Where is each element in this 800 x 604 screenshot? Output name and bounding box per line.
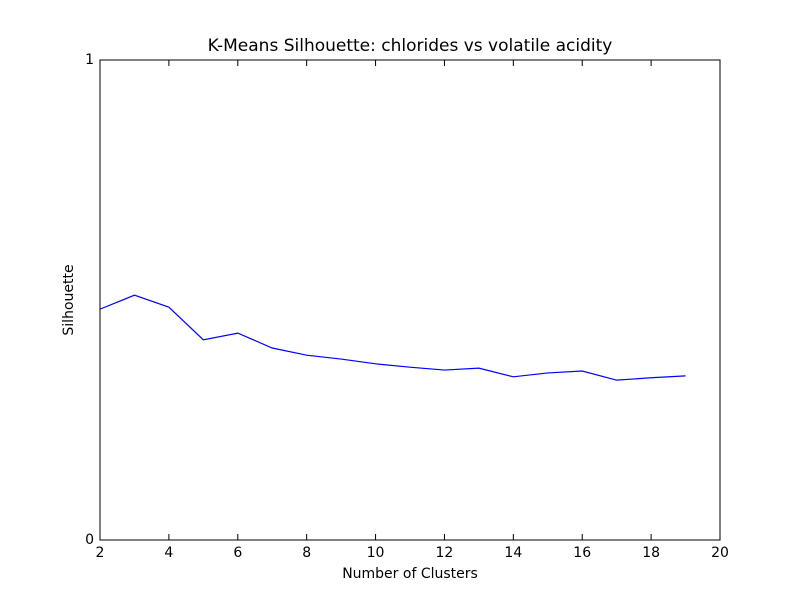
- x-tick-label: 4: [164, 545, 173, 561]
- line-series: [99, 294, 686, 381]
- y-tick-label: 1: [85, 52, 94, 68]
- x-tick-label: 10: [367, 545, 385, 561]
- y-tick-label: 0: [85, 532, 94, 548]
- x-tick-label: 12: [436, 545, 454, 561]
- x-tick-label: 20: [711, 545, 729, 561]
- y-axis-label: Silhouette: [61, 264, 77, 335]
- x-tick-label: 18: [642, 545, 660, 561]
- x-tick-label: 6: [233, 545, 242, 561]
- x-tick-label: 8: [302, 545, 311, 561]
- chart-title: K-Means Silhouette: chlorides vs volatil…: [208, 36, 613, 56]
- x-tick-label: 16: [573, 545, 591, 561]
- plot-frame: [99, 59, 721, 541]
- x-tick-label: 14: [504, 545, 522, 561]
- x-tick-label: 2: [96, 545, 105, 561]
- x-axis-label: Number of Clusters: [342, 566, 478, 582]
